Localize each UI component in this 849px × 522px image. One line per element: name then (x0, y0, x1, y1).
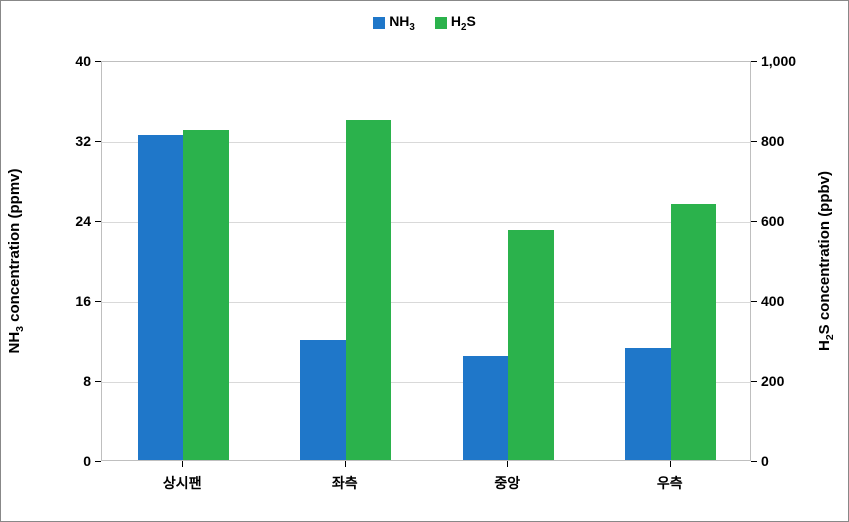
y-left-tick-label: 0 (55, 453, 91, 469)
x-tick-label: 좌측 (332, 473, 358, 493)
y-right-tick-label: 200 (761, 373, 784, 389)
bar-H2S (183, 130, 229, 460)
legend-label: H2S (451, 13, 476, 29)
plot-area (101, 61, 751, 461)
legend: NH3 H2S (1, 13, 848, 33)
y-left-tick-label: 40 (55, 53, 91, 69)
bar-H2S (671, 204, 717, 460)
y-right-tick-label: 400 (761, 293, 784, 309)
bar-NH3 (138, 135, 184, 460)
bar-H2S (508, 230, 554, 460)
chart-container: NH3 H2S NH3 concentration (ppmv) H2S conc… (0, 0, 849, 522)
x-tick-mark (182, 461, 183, 467)
legend-label: NH3 (389, 13, 415, 29)
y-right-tick-label: 1,000 (761, 53, 796, 69)
y-right-tick-mark (751, 461, 757, 462)
bar-H2S (346, 120, 392, 460)
y-left-tick-mark (95, 461, 101, 462)
y-right-tick-mark (751, 61, 757, 62)
y-left-tick-mark (95, 141, 101, 142)
legend-item: NH3 (373, 13, 415, 33)
bar-NH3 (463, 356, 509, 460)
y-left-tick-label: 24 (55, 213, 91, 229)
y-right-tick-label: 800 (761, 133, 784, 149)
y-left-tick-label: 32 (55, 133, 91, 149)
y-left-tick-mark (95, 381, 101, 382)
y-left-tick-label: 8 (55, 373, 91, 389)
legend-swatch (373, 17, 385, 29)
x-tick-label: 중앙 (494, 473, 520, 493)
y-right-tick-mark (751, 301, 757, 302)
bar-NH3 (625, 348, 671, 460)
y-right-tick-mark (751, 141, 757, 142)
y-right-tick-mark (751, 221, 757, 222)
y-right-tick-label: 600 (761, 213, 784, 229)
y-right-tick-label: 0 (761, 453, 769, 469)
y-left-tick-mark (95, 61, 101, 62)
y-left-tick-mark (95, 221, 101, 222)
legend-swatch (435, 17, 447, 29)
y-axis-left-title: NH3 concentration (ppmv) (6, 168, 26, 353)
y-left-tick-mark (95, 301, 101, 302)
x-tick-label: 상시팬 (163, 473, 202, 493)
y-left-tick-label: 16 (55, 293, 91, 309)
legend-item: H2S (435, 13, 476, 33)
x-tick-mark (507, 461, 508, 467)
y-axis-right-title: H2S concentration (ppbv) (816, 171, 836, 351)
y-right-tick-mark (751, 381, 757, 382)
bar-NH3 (300, 340, 346, 460)
x-tick-mark (345, 461, 346, 467)
x-tick-mark (670, 461, 671, 467)
x-tick-label: 우측 (657, 473, 683, 493)
